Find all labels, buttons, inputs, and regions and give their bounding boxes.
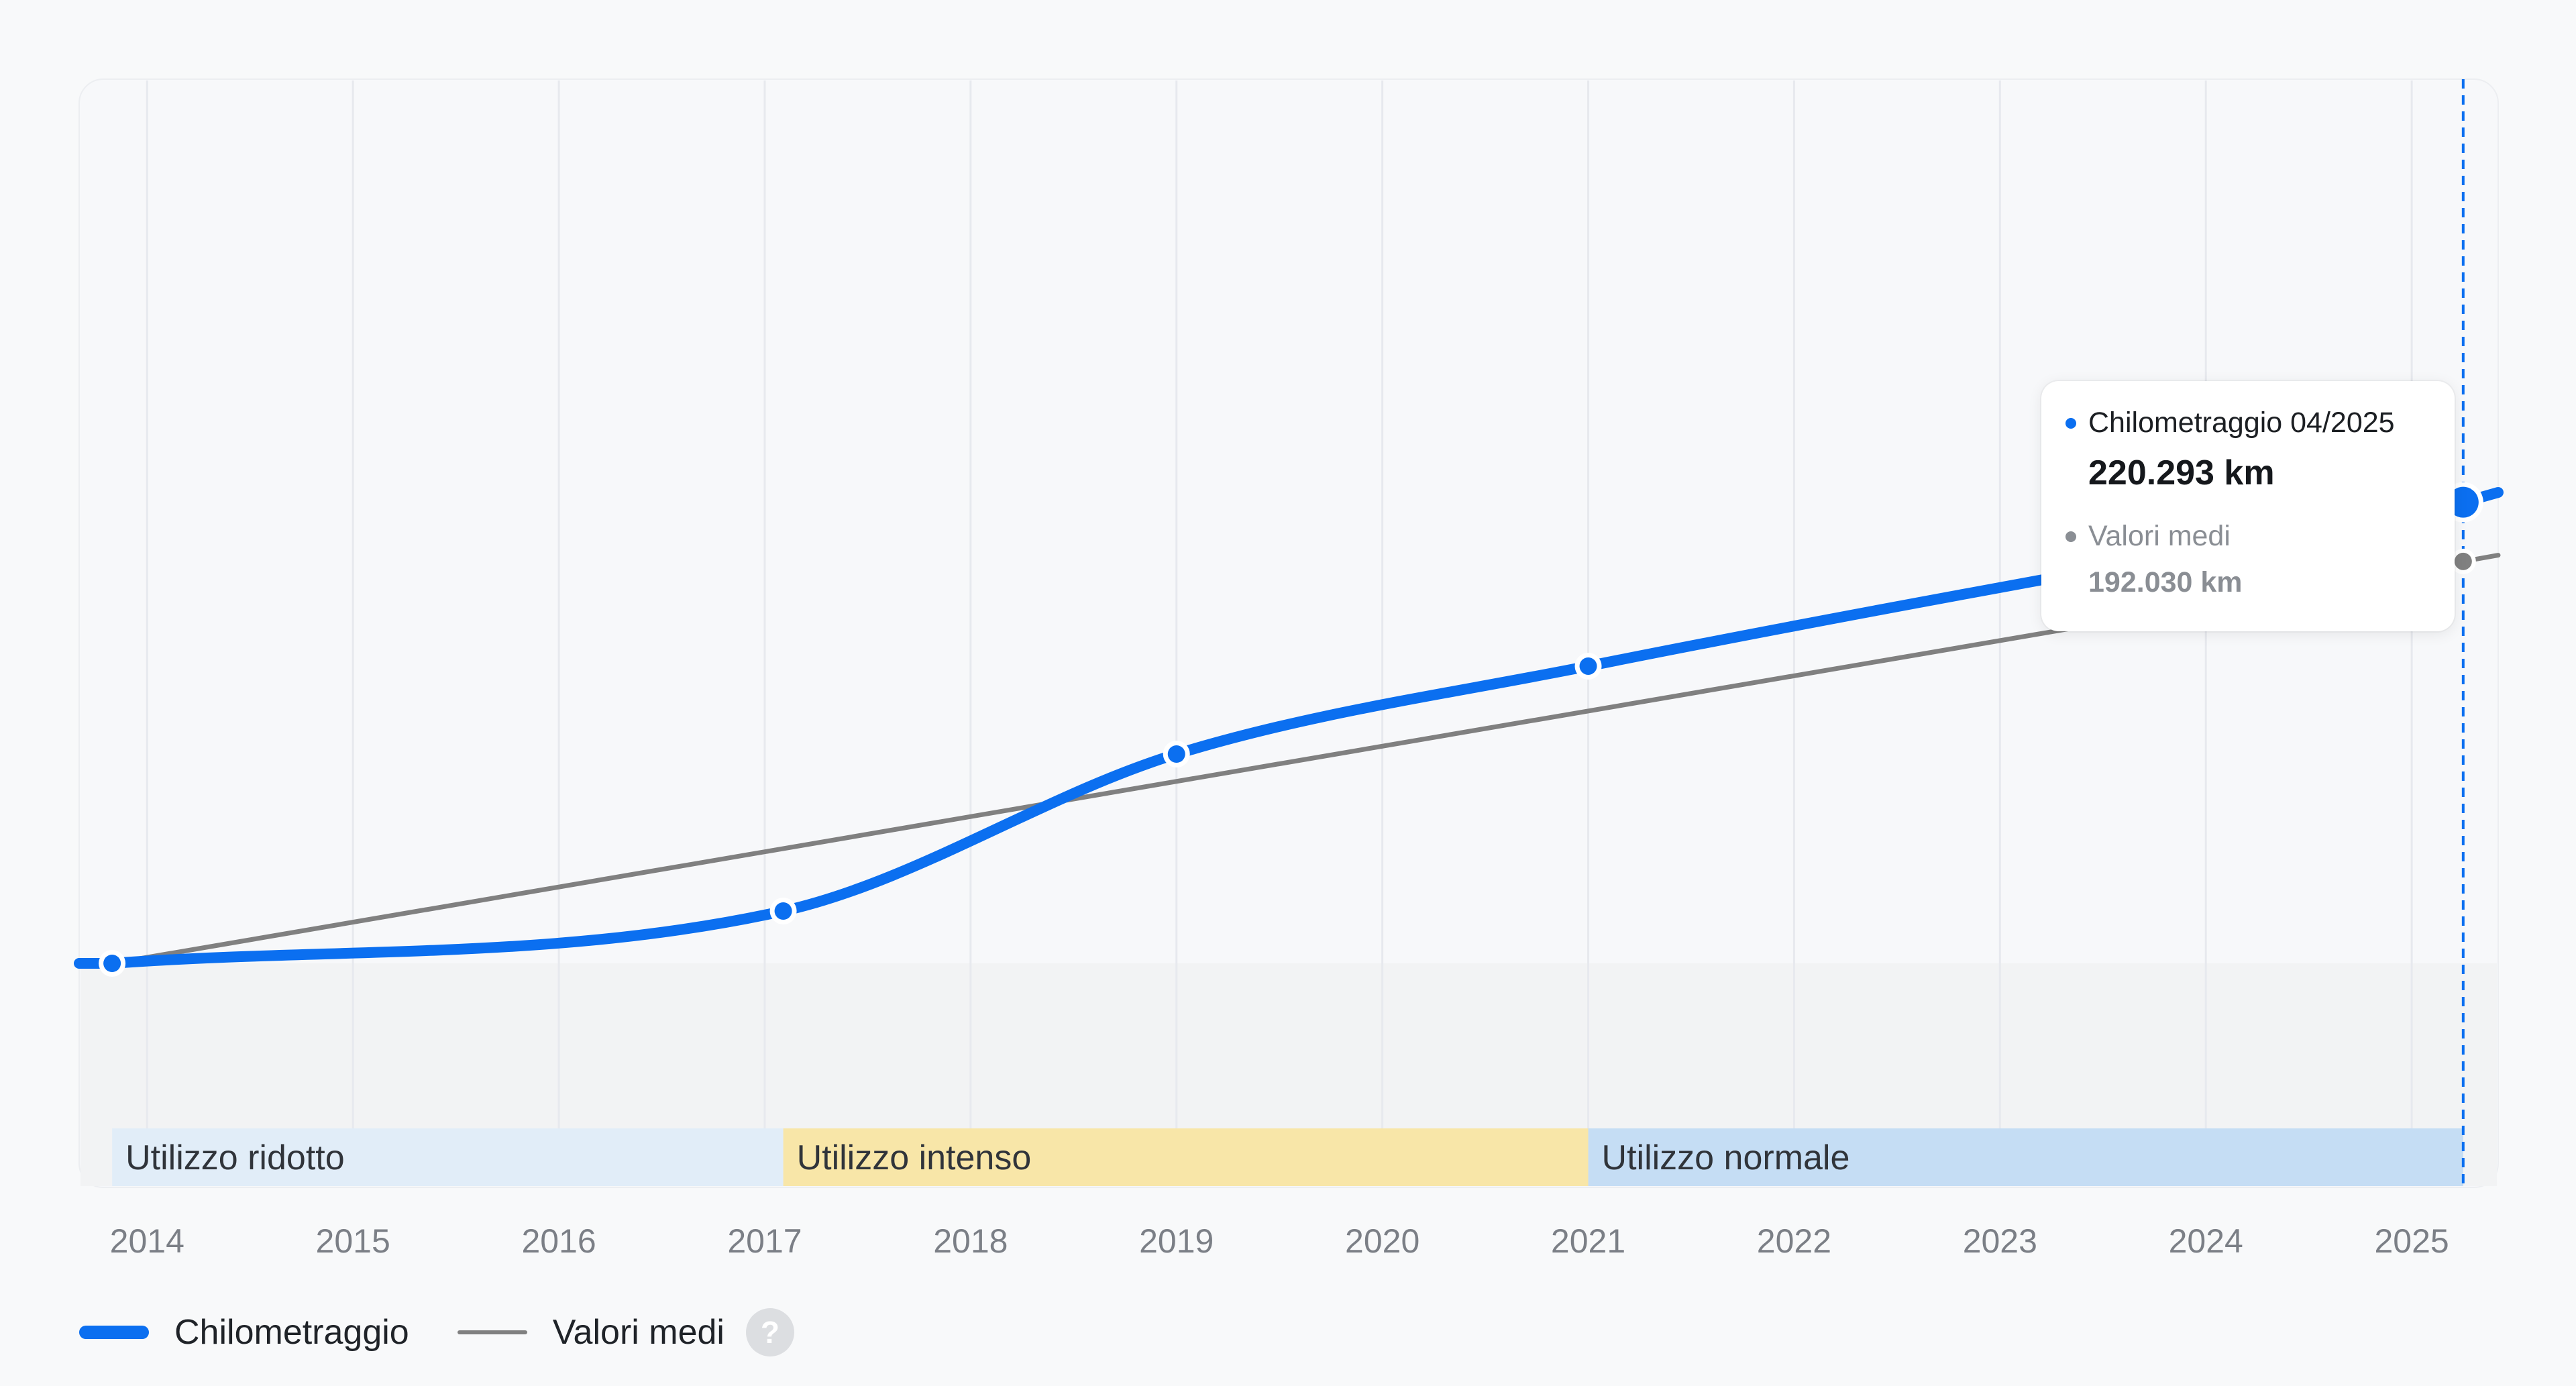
x-tick-label: 2014	[110, 1222, 184, 1260]
data-point-mileage	[774, 902, 792, 920]
usage-bands: Utilizzo ridotto Utilizzo intenso Utilizzo…	[112, 1128, 2463, 1186]
x-tick-label: 2017	[727, 1222, 802, 1260]
x-tick-label: 2020	[1345, 1222, 1419, 1260]
x-tick-label: 2021	[1551, 1222, 1625, 1260]
usage-band	[783, 1128, 1589, 1186]
x-axis-ticks: 2014 2015 2016 2017 2018 2019 2020 2021 2022 2023…	[110, 1222, 2449, 1260]
data-point-average	[2454, 552, 2472, 570]
legend-mileage-label: Chilometraggio	[174, 1313, 409, 1352]
x-tick-label: 2018	[933, 1222, 1008, 1260]
legend-average-label: Valori medi	[552, 1313, 724, 1352]
tooltip-mileage-dot-icon	[2065, 417, 2076, 429]
help-icon[interactable]: ?	[745, 1308, 794, 1356]
tooltip-series-row: Chilometraggio 04/2025	[2065, 407, 2455, 439]
data-point-mileage	[103, 955, 121, 972]
tooltip-average-dot-icon	[2065, 531, 2076, 542]
data-point-mileage	[2447, 486, 2479, 518]
usage-band-label: Utilizzo normale	[1602, 1138, 1850, 1177]
legend: Chilometraggio Valori medi ?	[79, 1308, 794, 1356]
legend-item-average[interactable]: Valori medi ?	[457, 1308, 794, 1356]
legend-average-swatch-icon	[457, 1330, 527, 1334]
legend-item-mileage[interactable]: Chilometraggio	[79, 1312, 409, 1352]
usage-band-label: Utilizzo ridotto	[125, 1138, 345, 1177]
usage-band	[112, 1128, 784, 1186]
legend-mileage-swatch-icon	[79, 1326, 149, 1339]
tooltip-average-value: 192.030 km	[2088, 566, 2243, 598]
x-tick-label: 2023	[1963, 1222, 2037, 1260]
x-tick-label: 2019	[1139, 1222, 1214, 1260]
tooltip-average-label: Valori medi	[2088, 520, 2231, 552]
tooltip: Chilometraggio 04/2025 220.293 km Valori…	[2041, 381, 2455, 631]
tooltip-series-label: Chilometraggio 04/2025	[2088, 407, 2395, 439]
x-tick-label: 2025	[2374, 1222, 2449, 1260]
usage-band-label: Utilizzo intenso	[797, 1138, 1032, 1177]
data-point-mileage	[1167, 745, 1185, 763]
plot-background	[78, 78, 2499, 1188]
usage-band	[1588, 1128, 2463, 1186]
x-tick-label: 2022	[1757, 1222, 1831, 1260]
series-line-mileage	[107, 496, 2469, 969]
tooltip-average-row: Valori medi	[2065, 520, 2455, 553]
gridlines	[146, 81, 2413, 1186]
x-tick-label: 2024	[2169, 1222, 2243, 1260]
data-point-mileage	[1579, 657, 1597, 675]
x-tick-label: 2015	[316, 1222, 390, 1260]
x-tick-label: 2016	[521, 1222, 596, 1260]
tooltip-series-value: 220.293 km	[2088, 454, 2275, 492]
